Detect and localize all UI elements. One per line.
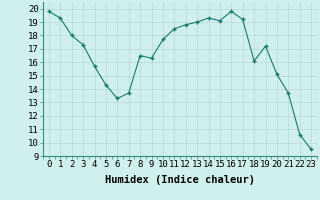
X-axis label: Humidex (Indice chaleur): Humidex (Indice chaleur) (105, 175, 255, 185)
